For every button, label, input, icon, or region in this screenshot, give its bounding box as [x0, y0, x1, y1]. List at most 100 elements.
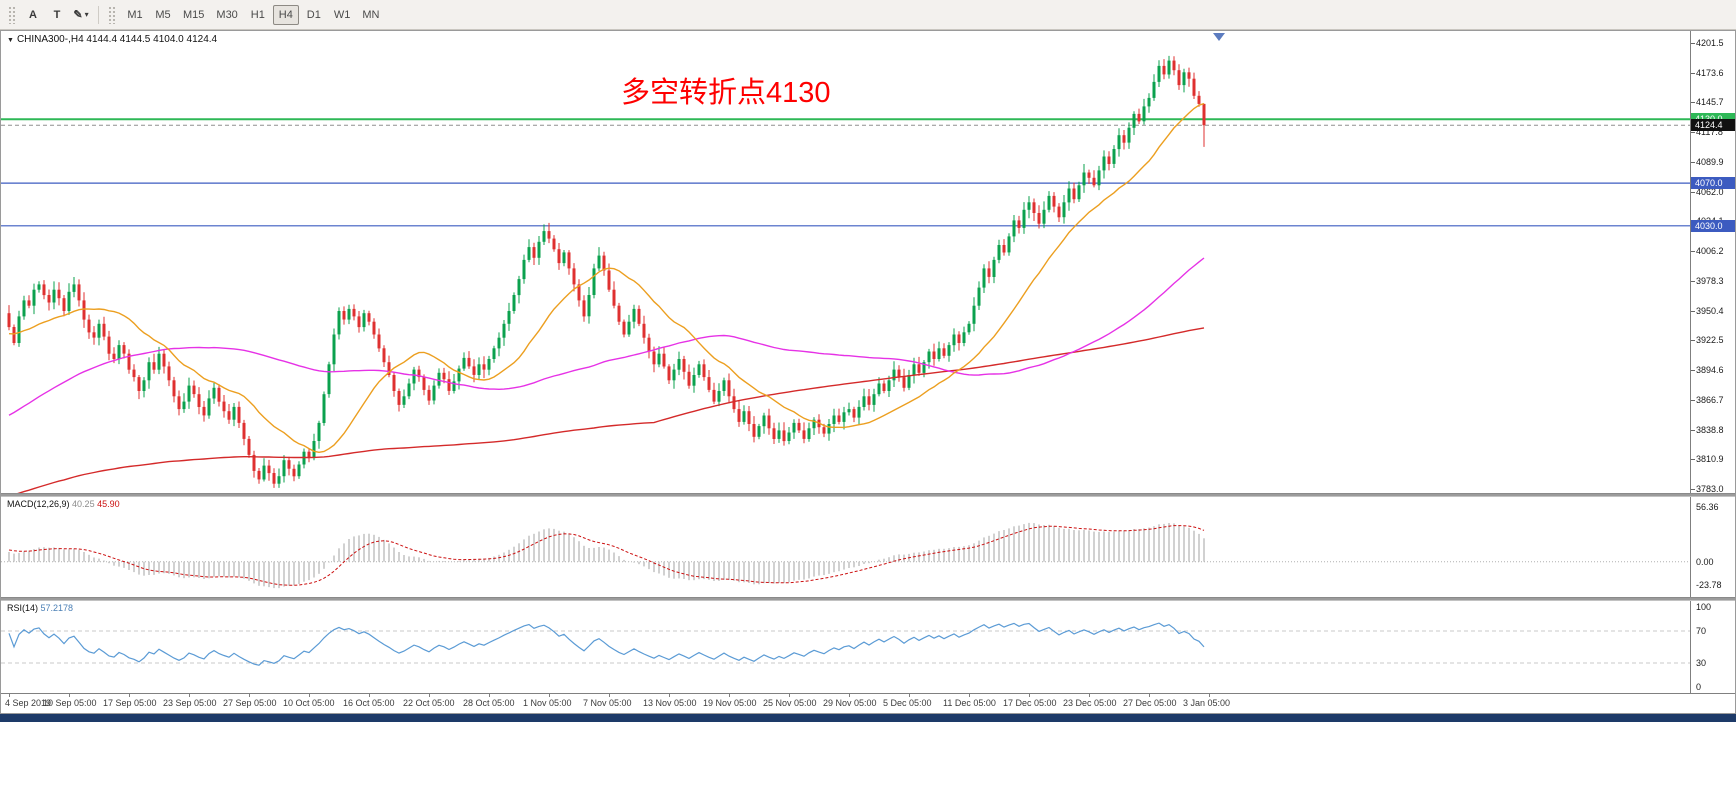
time-label: 3 Jan 05:00	[1183, 698, 1231, 708]
timeframe-button-M5[interactable]: M5	[150, 5, 176, 25]
time-label: 29 Nov 05:00	[823, 698, 877, 708]
rsi-tick: 30	[1696, 658, 1707, 668]
chart-window: ▼ CHINA300-,H4 4144.4 4144.5 4104.0 4124.…	[0, 30, 1736, 714]
chevron-down-icon: ▾	[84, 10, 89, 19]
time-label: 7 Nov 05:00	[583, 698, 632, 708]
rsi-value: 57.2178	[40, 603, 74, 613]
horizontal-lines[interactable]	[1, 118, 1690, 227]
rsi-name: RSI(14)	[7, 603, 39, 613]
price-tick: 4173.6	[1696, 67, 1724, 78]
macd-name: MACD(12,26,9)	[7, 499, 70, 509]
rsi-panel[interactable]: RSI(14) 57.2178 100 70 30 0	[1, 601, 1735, 693]
symbol-label: CHINA300-,H4	[16, 34, 84, 45]
panel-splitter-2[interactable]	[1, 597, 1735, 601]
macd-value-signal: 45.90	[97, 499, 120, 509]
time-label: 5 Dec 05:00	[883, 698, 932, 708]
price-tick: 3978.3	[1696, 275, 1724, 286]
macd-signal-line	[8, 525, 1205, 586]
timeframe-button-H1[interactable]: H1	[245, 5, 271, 25]
time-axis[interactable]: 4 Sep 2019 10 Sep 05:00 17 Sep 05:00 23 Sep…	[1, 693, 1735, 713]
time-label: 11 Dec 05:00	[943, 698, 996, 708]
rsi-tick: 100	[1696, 602, 1712, 612]
time-label: 10 Sep 05:00	[43, 698, 97, 708]
price-tick: 4145.7	[1696, 97, 1724, 108]
ma-fast-line	[8, 102, 1205, 454]
timeframe-button-MN[interactable]: MN	[357, 5, 384, 25]
cursor-tool-button[interactable]: A	[22, 5, 44, 25]
price-plot[interactable]	[1, 31, 1690, 493]
time-label: 23 Sep 05:00	[163, 698, 217, 708]
time-label: 27 Sep 05:00	[223, 698, 277, 708]
price-tick: 3894.6	[1696, 365, 1724, 376]
annotation-text: 多空转折点4130	[621, 77, 831, 109]
text-tool-button[interactable]: T	[46, 5, 68, 25]
macd-value-main: 40.25	[72, 499, 95, 509]
price-tick: 4089.9	[1696, 156, 1724, 167]
macd-histogram	[8, 522, 1205, 589]
timeframe-button-M30[interactable]: M30	[211, 5, 242, 25]
price-tick: 4117.8	[1696, 127, 1723, 138]
timeframe-button-W1[interactable]: W1	[329, 5, 356, 25]
time-label: 23 Dec 05:00	[1063, 698, 1117, 708]
price-tick: 4006.2	[1696, 246, 1724, 257]
macd-scale[interactable]: 56.36 0.00 -23.78	[1690, 497, 1735, 597]
ohlc-label: 4144.4 4144.5 4104.0 4124.4	[86, 34, 218, 45]
macd-panel[interactable]: MACD(12,26,9) 40.25 45.90 56.36 0.00 -23.7…	[1, 497, 1735, 597]
price-tick: 4201.5	[1696, 38, 1724, 48]
macd-tick: 56.36	[1696, 501, 1719, 512]
ma-slow-line	[17, 327, 1205, 493]
rsi-scale[interactable]: 100 70 30 0	[1690, 601, 1735, 693]
candles	[7, 55, 1206, 488]
price-marker-4030.0: 4030.0	[1691, 219, 1735, 232]
timeframe-button-M1[interactable]: M1	[122, 5, 148, 25]
time-label: 19 Nov 05:00	[703, 698, 757, 708]
shift-marker-icon[interactable]	[1213, 33, 1225, 41]
time-label: 25 Nov 05:00	[763, 698, 817, 708]
time-label: 17 Dec 05:00	[1003, 698, 1057, 708]
macd-tick: -23.78	[1696, 579, 1722, 590]
time-label: 17 Sep 05:00	[103, 698, 157, 708]
draw-tools-button[interactable]: ✎ ▾	[70, 5, 92, 25]
toolbar-separator	[98, 5, 99, 24]
price-tick: 3783.0	[1696, 484, 1724, 493]
pencil-icon: ✎	[73, 9, 83, 21]
macd-plot[interactable]	[1, 497, 1690, 597]
rsi-tick: 70	[1696, 626, 1707, 636]
toolbar-grip-2[interactable]	[108, 5, 117, 24]
rsi-tick: 0	[1696, 682, 1702, 692]
price-marker-4070.0: 4070.0	[1691, 177, 1735, 190]
time-label: 27 Dec 05:00	[1123, 698, 1177, 708]
collapse-arrow-icon[interactable]: ▼	[7, 37, 14, 44]
timeframe-group: M1 M5 M15 M30 H1 H4 D1 W1 MN	[121, 4, 385, 25]
toolbar-grip[interactable]	[8, 5, 17, 24]
price-tick: 3810.9	[1696, 454, 1724, 465]
time-label: 28 Oct 05:00	[463, 698, 515, 708]
price-scale[interactable]: 4201.54173.64145.74117.84089.94062.04034…	[1690, 31, 1735, 493]
price-marker-4124.4: 4124.4	[1691, 119, 1735, 132]
price-tick: 4062.0	[1696, 186, 1724, 197]
rsi-plot[interactable]	[1, 601, 1690, 693]
bottom-strip	[0, 714, 1736, 722]
time-label: 16 Oct 05:00	[343, 698, 395, 708]
panel-splitter[interactable]	[1, 493, 1735, 497]
toolbar: A T ✎ ▾ M1 M5 M15 M30 H1 H4 D1 W1 MN	[0, 0, 1736, 30]
rsi-line	[8, 622, 1205, 666]
time-label: 1 Nov 05:00	[523, 698, 572, 708]
price-tick: 3866.7	[1696, 394, 1724, 405]
timeframe-button-M15[interactable]: M15	[178, 5, 209, 25]
timeframe-button-H4[interactable]: H4	[272, 4, 299, 25]
chart-title: ▼ CHINA300-,H4 4144.4 4144.5 4104.0 4124.…	[7, 34, 217, 45]
timeframe-button-D1[interactable]: D1	[301, 5, 327, 25]
macd-tick: 0.00	[1696, 556, 1714, 567]
time-label: 4 Sep 2019	[5, 698, 52, 708]
time-label: 10 Oct 05:00	[283, 698, 335, 708]
macd-label: MACD(12,26,9) 40.25 45.90	[7, 499, 120, 509]
rsi-label: RSI(14) 57.2178	[7, 603, 73, 613]
time-label: 22 Oct 05:00	[403, 698, 455, 708]
price-tick: 3950.4	[1696, 305, 1724, 316]
price-tick: 3838.8	[1696, 424, 1724, 435]
price-chart-panel[interactable]: ▼ CHINA300-,H4 4144.4 4144.5 4104.0 4124.…	[1, 31, 1735, 493]
ma-mid-line	[8, 257, 1205, 416]
price-tick: 3922.5	[1696, 335, 1724, 346]
